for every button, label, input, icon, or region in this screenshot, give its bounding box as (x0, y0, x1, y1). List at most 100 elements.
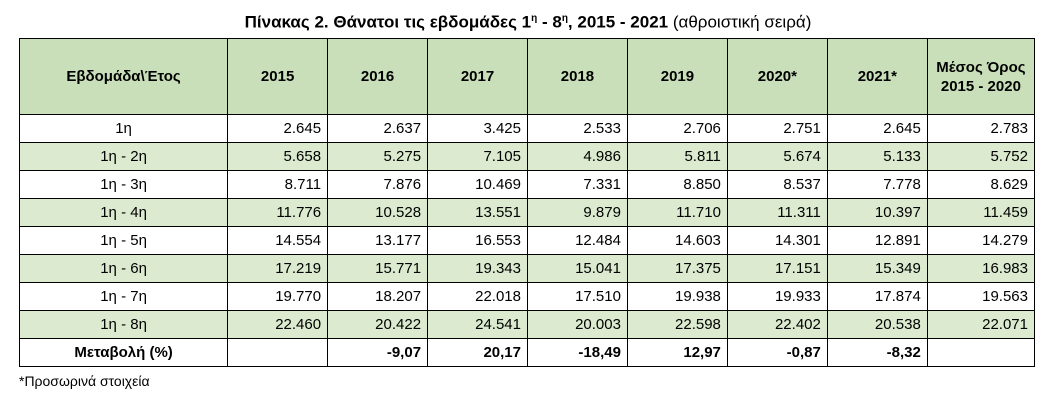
table-cell: 4.986 (527, 142, 628, 171)
table-cell: 16.553 (427, 226, 528, 255)
table-cell: 19.343 (427, 254, 528, 283)
table-cell: 5.811 (626, 142, 728, 171)
table-cell: 20.003 (527, 310, 628, 339)
table-cell: 8.537 (726, 170, 828, 199)
title-mid: - 8 (537, 12, 562, 32)
title-sup-1: η (531, 13, 538, 24)
table-title: Πίνακας 2. Θάνατοι τις εβδομάδες 1η - 8η… (0, 8, 1056, 34)
table-cell: 2.637 (327, 114, 429, 143)
change-cell (926, 338, 1036, 367)
table-cell: 7.876 (327, 170, 429, 199)
table-cell: 15.349 (826, 254, 928, 283)
row-label: 1η - 7η (18, 282, 229, 311)
table-cell: 10.469 (427, 170, 528, 199)
table-cell: 24.541 (427, 310, 528, 339)
row-label: 1η - 5η (18, 226, 229, 255)
table-cell: 17.219 (227, 254, 329, 283)
table-row: 1η - 3η 8.711 7.876 10.469 7.331 8.850 8.537 7.… (18, 170, 1036, 199)
table-cell: 7.105 (427, 142, 528, 171)
change-cell: -9,07 (327, 338, 429, 367)
table-row: 1η - 7η 19.770 18.207 22.018 17.510 19.938 19.… (18, 282, 1036, 311)
table-row: 1η - 4η 11.776 10.528 13.551 9.879 11.710 11.3… (18, 198, 1036, 227)
table-cell: 13.551 (427, 198, 528, 227)
table-cell: 8.850 (626, 170, 728, 199)
row-label: 1η - 4η (18, 198, 229, 227)
table-cell: 14.279 (926, 226, 1036, 255)
table-cell: 5.674 (726, 142, 828, 171)
header-week-year: Εβδομάδα\Έτος (18, 38, 229, 115)
table-cell: 8.711 (227, 170, 329, 199)
table-cell: 22.018 (427, 282, 528, 311)
table-cell: 17.874 (826, 282, 928, 311)
table-cell: 7.331 (527, 170, 628, 199)
table-row: 1η - 5η 14.554 13.177 16.553 12.484 14.603 14.… (18, 226, 1036, 255)
table-row: 1η - 8η 22.460 20.422 24.541 20.003 22.598 22.… (18, 310, 1036, 339)
title-bold: Πίνακας 2. Θάνατοι τις εβδομάδες 1 (244, 12, 532, 32)
table-cell: 10.528 (327, 198, 429, 227)
title-years: , 2015 - 2021 (567, 12, 669, 32)
table-cell: 14.301 (726, 226, 828, 255)
table-row: 1η - 2η 5.658 5.275 7.105 4.986 5.811 5.674 5.1… (18, 142, 1036, 171)
footnote: *Προσωρινά στοιχεία (19, 373, 150, 389)
table-cell: 17.510 (527, 282, 628, 311)
table-cell: 5.658 (227, 142, 329, 171)
table-cell: 17.151 (726, 254, 828, 283)
table-cell: 22.598 (626, 310, 728, 339)
table-cell: 2.706 (626, 114, 728, 143)
table-cell: 16.983 (926, 254, 1036, 283)
table-cell: 13.177 (327, 226, 429, 255)
table-cell: 14.554 (227, 226, 329, 255)
table-cell: 22.402 (726, 310, 828, 339)
header-2018: 2018 (527, 38, 628, 115)
table-cell: 5.275 (327, 142, 429, 171)
title-note: (αθροιστική σειρά) (668, 12, 812, 32)
header-2020: 2020* (726, 38, 828, 115)
change-cell: -0,87 (726, 338, 828, 367)
table-cell: 8.629 (926, 170, 1036, 199)
table-cell: 12.891 (826, 226, 928, 255)
row-label: 1η (18, 114, 229, 143)
row-label: 1η - 8η (18, 310, 229, 339)
table-cell: 10.397 (826, 198, 928, 227)
table-cell: 20.538 (826, 310, 928, 339)
table-cell: 19.933 (726, 282, 828, 311)
table-cell: 11.776 (227, 198, 329, 227)
table-cell: 15.771 (327, 254, 429, 283)
header-2021: 2021* (826, 38, 928, 115)
table-cell: 11.710 (626, 198, 728, 227)
row-label: 1η - 3η (18, 170, 229, 199)
table-cell: 3.425 (427, 114, 528, 143)
table-cell: 14.603 (626, 226, 728, 255)
table-cell: 12.484 (527, 226, 628, 255)
table-cell: 5.752 (926, 142, 1036, 171)
change-cell: -18,49 (527, 338, 628, 367)
change-cell (227, 338, 329, 367)
table-cell: 20.422 (327, 310, 429, 339)
table-cell: 11.311 (726, 198, 828, 227)
change-cell: -8,32 (826, 338, 928, 367)
row-label: 1η - 6η (18, 254, 229, 283)
table-cell: 18.207 (327, 282, 429, 311)
change-row: Μεταβολή (%) -9,07 20,17 -18,49 12,97 -0,87 -8… (18, 338, 1036, 367)
table-row: 1η 2.645 2.637 3.425 2.533 2.706 2.751 2.645 2.7… (18, 114, 1036, 143)
table-cell: 19.563 (926, 282, 1036, 311)
title-sup-2: η (561, 13, 568, 24)
change-row-label: Μεταβολή (%) (18, 338, 229, 367)
change-cell: 20,17 (427, 338, 528, 367)
table-cell: 2.533 (527, 114, 628, 143)
header-average: Μέσος Όρος 2015 - 2020 (926, 38, 1036, 115)
table-cell: 17.375 (626, 254, 728, 283)
table-cell: 2.645 (227, 114, 329, 143)
table-cell: 5.133 (826, 142, 928, 171)
table-cell: 15.041 (527, 254, 628, 283)
table-cell: 2.645 (826, 114, 928, 143)
change-cell: 12,97 (626, 338, 728, 367)
header-2016: 2016 (327, 38, 429, 115)
header-2015: 2015 (227, 38, 329, 115)
table-cell: 11.459 (926, 198, 1036, 227)
table-cell: 7.778 (826, 170, 928, 199)
header-2017: 2017 (427, 38, 528, 115)
table-cell: 22.071 (926, 310, 1036, 339)
table-cell: 2.751 (726, 114, 828, 143)
table-cell: 9.879 (527, 198, 628, 227)
